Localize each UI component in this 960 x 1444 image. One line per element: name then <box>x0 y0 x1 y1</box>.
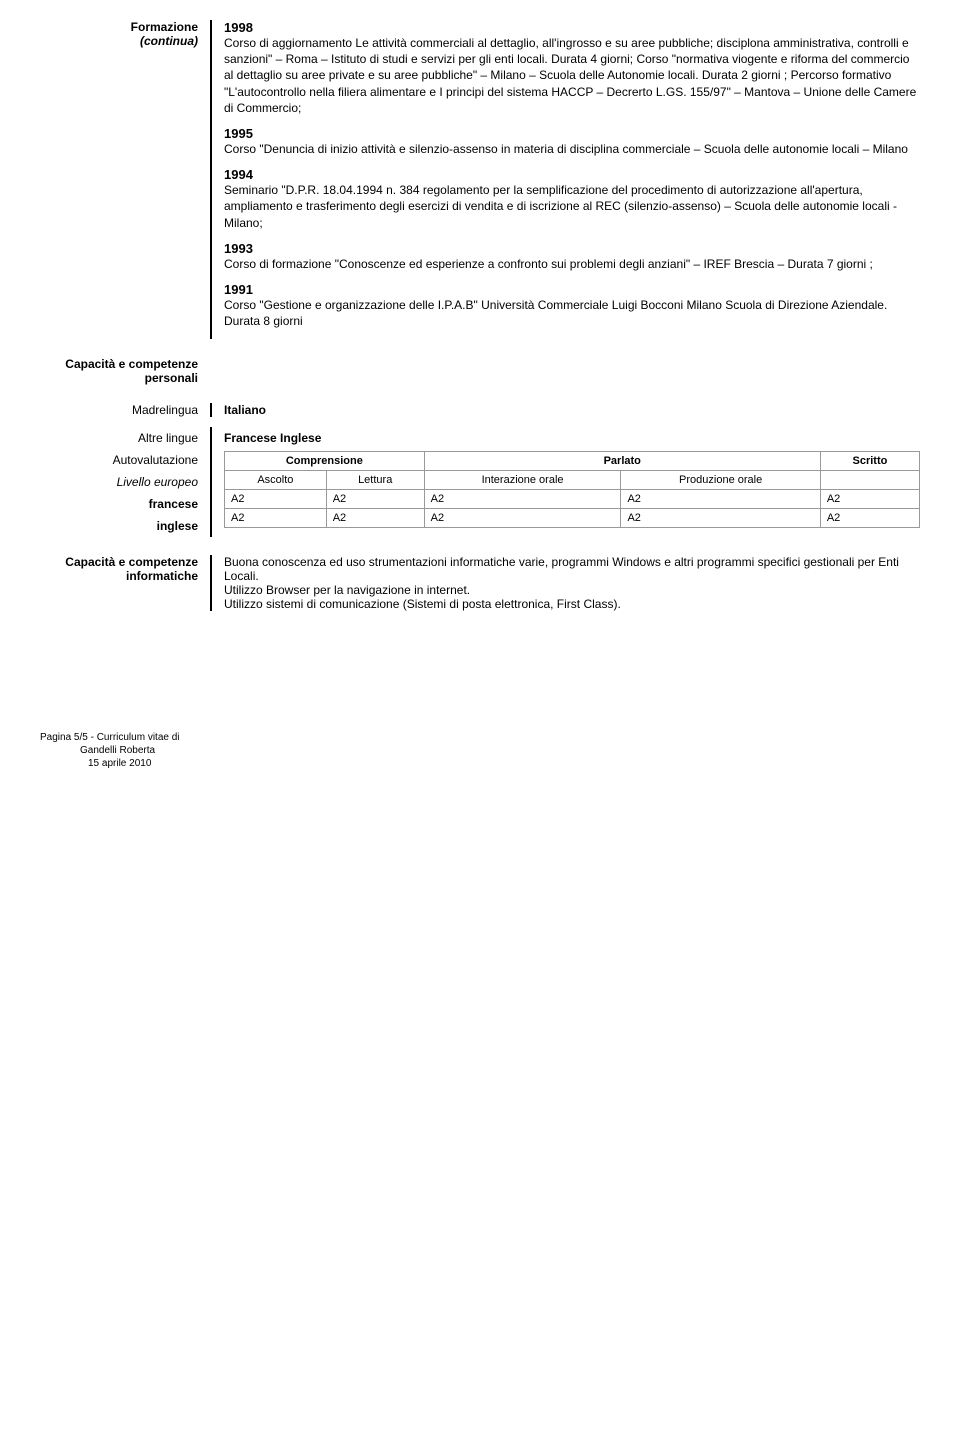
table-header-row-2: Ascolto Lettura Interazione orale Produz… <box>225 471 920 490</box>
informatiche-text2: Utilizzo Browser per la navigazione in i… <box>224 583 920 597</box>
cell: A2 <box>820 490 919 509</box>
cell: A2 <box>424 490 621 509</box>
madrelingua-label: Madrelingua <box>40 403 210 417</box>
text-1998: Corso di aggiornamento Le attività comme… <box>224 35 920 116</box>
autovalutazione-label: Autovalutazione <box>40 449 198 471</box>
altre-lingue-label: Altre lingue <box>40 427 198 449</box>
subheader-scritto-blank <box>820 471 919 490</box>
informatiche-content: Buona conoscenza ed uso strumentazioni i… <box>212 555 920 611</box>
text-1993: Corso di formazione "Conoscenze ed esper… <box>224 256 920 272</box>
cell: A2 <box>225 509 327 528</box>
subheader-lettura: Lettura <box>326 471 424 490</box>
subheader-interazione: Interazione orale <box>424 471 621 490</box>
header-scritto: Scritto <box>820 452 919 471</box>
cell: A2 <box>424 509 621 528</box>
lang-row-0-label: francese <box>40 493 198 515</box>
table-header-row-1: Comprensione Parlato Scritto <box>225 452 920 471</box>
madrelingua-row: Madrelingua Italiano <box>40 403 920 417</box>
cell: A2 <box>820 509 919 528</box>
formazione-content: 1998 Corso di aggiornamento Le attività … <box>212 20 920 339</box>
livello-label: Livello europeo <box>40 471 198 493</box>
year-1998: 1998 <box>224 20 920 35</box>
capacita-personali-row: Capacità e competenze personali <box>40 357 920 385</box>
cell: A2 <box>326 490 424 509</box>
footer-line2: Gandelli Roberta <box>40 744 920 757</box>
table-row: A2 A2 A2 A2 A2 <box>225 490 920 509</box>
year-1993: 1993 <box>224 241 920 256</box>
languages-labels: Altre lingue Autovalutazione Livello eur… <box>40 427 210 537</box>
informatiche-text3: Utilizzo sistemi di comunicazione (Siste… <box>224 597 920 611</box>
year-1991: 1991 <box>224 282 920 297</box>
capacita-personali-label: Capacità e competenze personali <box>40 357 210 385</box>
altre-lingue-value: Francese Inglese <box>224 427 920 449</box>
subheader-produzione: Produzione orale <box>621 471 820 490</box>
text-1995: Corso "Denuncia di inizio attività e sil… <box>224 141 920 157</box>
footer-line1: Pagina 5/5 - Curriculum vitae di <box>40 731 920 744</box>
table-row: A2 A2 A2 A2 A2 <box>225 509 920 528</box>
formazione-section: Formazione (continua) 1998 Corso di aggi… <box>40 20 920 339</box>
informatiche-label: Capacità e competenze informatiche <box>40 555 210 611</box>
footer-line3: 15 aprile 2010 <box>40 757 920 770</box>
page-footer: Pagina 5/5 - Curriculum vitae di Gandell… <box>40 731 920 770</box>
text-1994: Seminario "D.P.R. 18.04.1994 n. 384 rego… <box>224 182 920 231</box>
header-comprensione: Comprensione <box>225 452 425 471</box>
cell: A2 <box>326 509 424 528</box>
cell: A2 <box>621 490 820 509</box>
informatiche-row: Capacità e competenze informatiche Buona… <box>40 555 920 611</box>
formazione-label: Formazione <box>40 20 198 34</box>
text-1991: Corso "Gestione e organizzazione delle I… <box>224 297 920 329</box>
formazione-label-col: Formazione (continua) <box>40 20 210 339</box>
lang-row-1-label: inglese <box>40 515 198 537</box>
subheader-ascolto: Ascolto <box>225 471 327 490</box>
cell: A2 <box>621 509 820 528</box>
cell: A2 <box>225 490 327 509</box>
year-1994: 1994 <box>224 167 920 182</box>
header-parlato: Parlato <box>424 452 820 471</box>
language-table: Comprensione Parlato Scritto Ascolto Let… <box>224 451 920 528</box>
informatiche-text1: Buona conoscenza ed uso strumentazioni i… <box>224 555 920 583</box>
year-1995: 1995 <box>224 126 920 141</box>
formazione-continua: (continua) <box>40 34 198 48</box>
madrelingua-value: Italiano <box>212 403 920 417</box>
languages-content: Francese Inglese Comprensione Parlato Sc… <box>212 427 920 537</box>
languages-section: Altre lingue Autovalutazione Livello eur… <box>40 427 920 537</box>
